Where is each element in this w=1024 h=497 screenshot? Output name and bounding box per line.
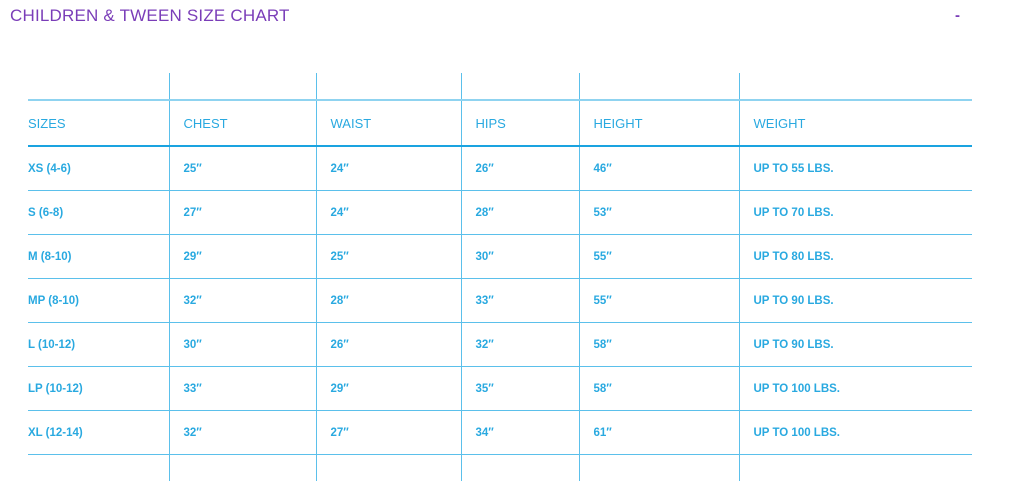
- table-cell: UP TO 80 LBS.: [738, 234, 972, 279]
- spacer-row: [28, 73, 972, 101]
- table-cell: 33″: [168, 366, 316, 411]
- table-cell: XL (12-14): [28, 410, 169, 455]
- table-row: MP (8-10) 32″ 28″ 33″ 55″ UP TO 90 LBS.: [28, 278, 972, 323]
- collapse-toggle[interactable]: -: [955, 7, 960, 24]
- empty-cell: [315, 73, 461, 101]
- table-cell: UP TO 55 LBS.: [738, 146, 972, 191]
- table-cell: 29″: [315, 366, 461, 411]
- table-cell: UP TO 100 LBS.: [738, 410, 972, 455]
- table-cell: M (8-10): [28, 234, 169, 279]
- table-cell: 55″: [578, 234, 739, 279]
- table-cell: 34″: [460, 410, 579, 455]
- table-cell: 25″: [315, 234, 461, 279]
- table-cell: UP TO 90 LBS.: [738, 278, 972, 323]
- table-cell: 55″: [578, 278, 739, 323]
- column-header: HIPS: [460, 100, 579, 147]
- table-cell: 58″: [578, 366, 739, 411]
- table-cell: 27″: [168, 190, 316, 235]
- column-header: WAIST: [315, 100, 461, 147]
- table-cell: 26″: [460, 146, 579, 191]
- table-cell: 30″: [168, 322, 316, 367]
- empty-cell: [460, 454, 579, 481]
- table-row: XL (12-14) 32″ 27″ 34″ 61″ UP TO 100 LBS.: [28, 410, 972, 455]
- table-cell: LP (10-12): [28, 366, 169, 411]
- empty-cell: [578, 454, 739, 481]
- column-header: SIZES: [28, 100, 169, 147]
- table-cell: 32″: [460, 322, 579, 367]
- empty-cell: [168, 454, 316, 481]
- column-header: HEIGHT: [578, 100, 739, 147]
- empty-cell: [28, 73, 169, 101]
- empty-cell: [578, 73, 739, 101]
- table-row: L (10-12) 30″ 26″ 32″ 58″ UP TO 90 LBS.: [28, 322, 972, 367]
- table-cell: 25″: [168, 146, 316, 191]
- table-cell: MP (8-10): [28, 278, 169, 323]
- empty-cell: [738, 454, 972, 481]
- table-cell: 58″: [578, 322, 739, 367]
- empty-cell: [738, 73, 972, 101]
- table-row: M (8-10) 29″ 25″ 30″ 55″ UP TO 80 LBS.: [28, 234, 972, 279]
- table-cell: 46″: [578, 146, 739, 191]
- empty-cell: [168, 73, 316, 101]
- table-cell: 26″: [315, 322, 461, 367]
- table-row: XS (4-6) 25″ 24″ 26″ 46″ UP TO 55 LBS.: [28, 146, 972, 191]
- table-cell: 30″: [460, 234, 579, 279]
- table-row: LP (10-12) 33″ 29″ 35″ 58″ UP TO 100 LBS.: [28, 366, 972, 411]
- table-row: S (6-8) 27″ 24″ 28″ 53″ UP TO 70 LBS.: [28, 190, 972, 235]
- column-header: WEIGHT: [738, 100, 972, 147]
- table-cell: 35″: [460, 366, 579, 411]
- table-cell: 32″: [168, 410, 316, 455]
- table-cell: 32″: [168, 278, 316, 323]
- table-cell: L (10-12): [28, 322, 169, 367]
- table-cell: 28″: [460, 190, 579, 235]
- table-cell: UP TO 90 LBS.: [738, 322, 972, 367]
- table-cell: 33″: [460, 278, 579, 323]
- table-cell: S (6-8): [28, 190, 169, 235]
- table-cell: 24″: [315, 190, 461, 235]
- spacer-row: [28, 454, 972, 482]
- table-cell: 27″: [315, 410, 461, 455]
- table-cell: 24″: [315, 146, 461, 191]
- table-cell: 61″: [578, 410, 739, 455]
- header-row: SIZES CHEST WAIST HIPS HEIGHT WEIGHT: [28, 100, 972, 147]
- table-cell: 28″: [315, 278, 461, 323]
- empty-cell: [315, 454, 461, 481]
- page-title: CHILDREN & TWEEN SIZE CHART: [10, 6, 290, 25]
- table-cell: UP TO 70 LBS.: [738, 190, 972, 235]
- empty-cell: [460, 73, 579, 101]
- table-cell: UP TO 100 LBS.: [738, 366, 972, 411]
- table-cell: 29″: [168, 234, 316, 279]
- table-cell: XS (4-6): [28, 146, 169, 191]
- column-header: CHEST: [168, 100, 316, 147]
- empty-cell: [28, 455, 169, 482]
- size-chart-table: SIZES CHEST WAIST HIPS HEIGHT WEIGHT XS (4-6) 2…: [28, 73, 972, 481]
- table-cell: 53″: [578, 190, 739, 235]
